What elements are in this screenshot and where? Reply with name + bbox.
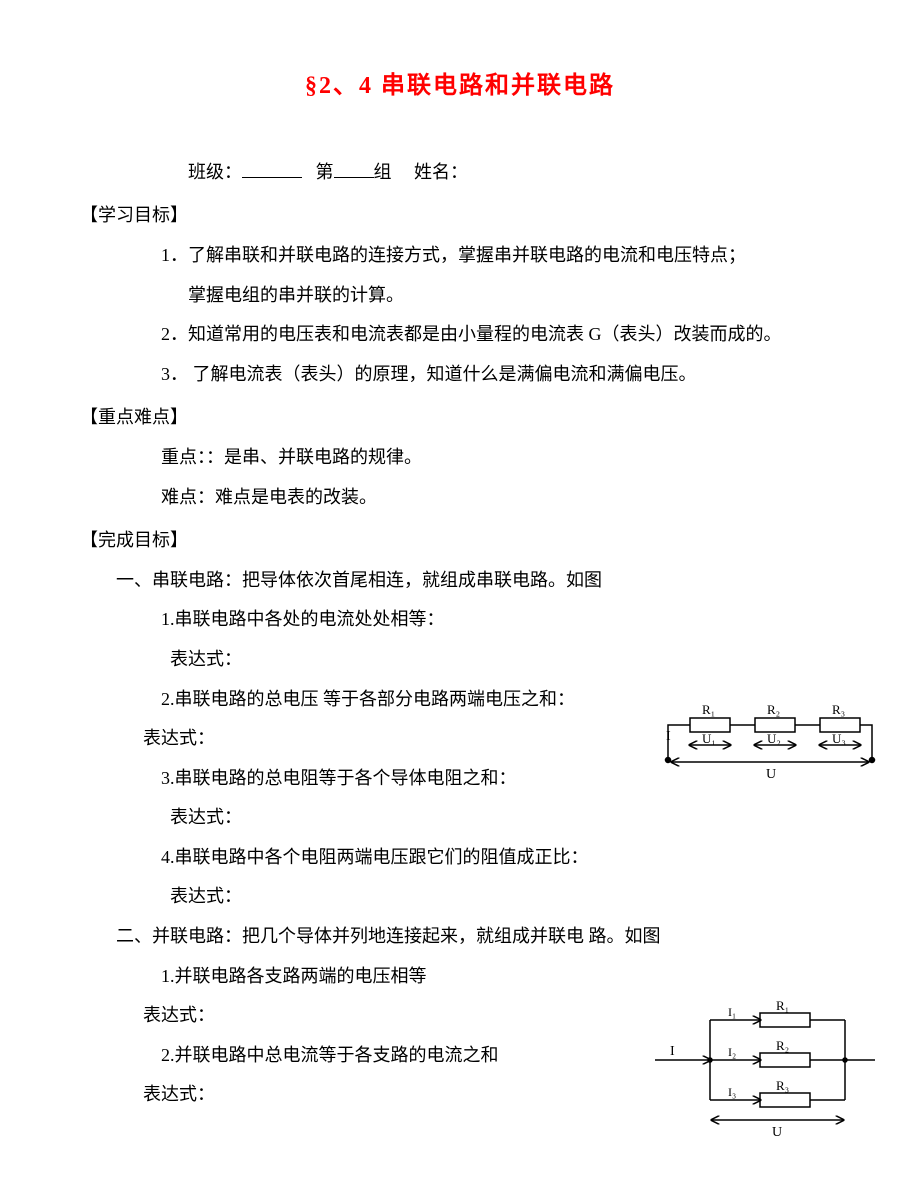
svg-text:R₂: R₂ bbox=[776, 1038, 789, 1053]
group-suffix: 组 bbox=[374, 162, 392, 182]
svg-text:I₂: I₂ bbox=[728, 1045, 736, 1059]
objective-item-3: 3． 了解电流表（表头）的原理，知道什么是满偏电流和满偏电压。 bbox=[80, 355, 840, 395]
svg-text:U₁: U₁ bbox=[702, 731, 716, 746]
svg-text:I: I bbox=[670, 1044, 675, 1059]
objectives-heading: 【学习目标】 bbox=[80, 196, 840, 236]
keypoints-difficulty: 难点：难点是电表的改装。 bbox=[80, 478, 840, 518]
group-blank[interactable] bbox=[334, 157, 374, 178]
parallel-intro: 二、并联电路：把几个导体并列地连接起来，就组成并联电 路。如图 bbox=[80, 917, 840, 957]
svg-text:R₁: R₁ bbox=[776, 1000, 789, 1013]
series-circuit-diagram: I R₁ R₂ R₃ U₁ U₂ U₃ U bbox=[660, 700, 880, 790]
keypoints-heading: 【重点难点】 bbox=[80, 398, 840, 438]
complete-heading: 【完成目标】 bbox=[80, 521, 840, 561]
svg-text:R₂: R₂ bbox=[767, 702, 780, 717]
svg-text:I₃: I₃ bbox=[728, 1085, 736, 1099]
svg-text:I₁: I₁ bbox=[728, 1005, 736, 1019]
group-prefix: 第 bbox=[316, 162, 334, 182]
series-expr4: 表达式： bbox=[80, 877, 840, 917]
svg-text:R₃: R₃ bbox=[776, 1078, 789, 1093]
series-intro: 一、串联电路：把导体依次首尾相连，就组成串联电路。如图 bbox=[80, 561, 840, 601]
svg-text:U₂: U₂ bbox=[767, 731, 781, 746]
objective-item-1: 1．了解串联和并联电路的连接方式，掌握串并联电路的电流和电压特点； bbox=[80, 236, 840, 276]
objective-item-2: 2．知道常用的电压表和电流表都是由小量程的电流表 G（表头）改装而成的。 bbox=[80, 315, 840, 355]
svg-text:R₃: R₃ bbox=[832, 702, 845, 717]
series-p4: 4.串联电路中各个电阻两端电压跟它们的阻值成正比： bbox=[80, 838, 840, 878]
series-expr3: 表达式： bbox=[80, 798, 840, 838]
svg-text:U: U bbox=[772, 1125, 782, 1140]
parallel-circuit-diagram: I I₁ R₁ I₂ R₂ I₃ R₃ U bbox=[650, 1000, 880, 1140]
parallel-p1: 1.并联电路各支路两端的电压相等 bbox=[80, 957, 840, 997]
student-info-line: 班级： 第 组 姓名： bbox=[80, 153, 840, 193]
series-p1: 1.串联电路中各处的电流处处相等： bbox=[80, 600, 840, 640]
name-label: 姓名： bbox=[414, 162, 468, 182]
keypoints-focus: 重点：：是串、并联电路的规律。 bbox=[80, 438, 840, 478]
svg-text:U₃: U₃ bbox=[832, 731, 846, 746]
page-title: §2、4 串联电路和并联电路 bbox=[80, 60, 840, 113]
objective-item-1b: 掌握电组的串并联的计算。 bbox=[80, 276, 840, 316]
class-blank[interactable] bbox=[242, 157, 302, 178]
svg-text:U: U bbox=[766, 767, 776, 782]
series-expr1: 表达式： bbox=[80, 640, 840, 680]
class-label: 班级： bbox=[188, 162, 242, 182]
svg-text:R₁: R₁ bbox=[702, 702, 715, 717]
